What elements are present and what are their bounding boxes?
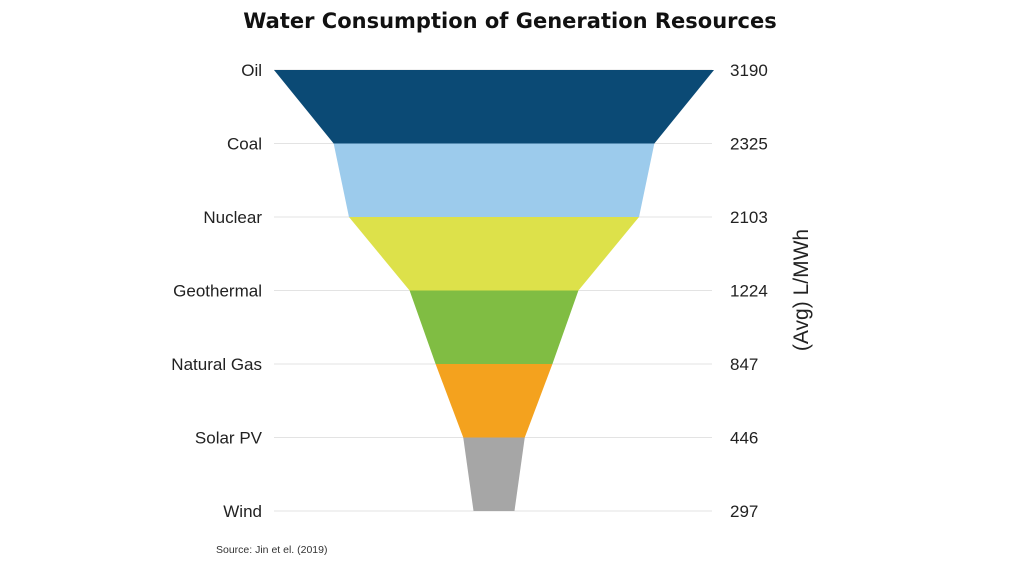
category-label: Nuclear <box>203 208 262 227</box>
value-label: 297 <box>730 502 758 521</box>
category-label: Wind <box>223 502 262 521</box>
funnel-band-oil <box>274 70 714 144</box>
funnel-band-geothermal <box>409 290 579 364</box>
category-label: Geothermal <box>173 282 262 301</box>
category-labels: Oil Coal Nuclear Geothermal Natural Gas Solar… <box>171 61 262 521</box>
source-note: Source: Jin et el. (2019) <box>216 544 327 556</box>
value-label: 847 <box>730 355 758 374</box>
funnel-bands <box>274 70 714 511</box>
funnel-band-nuclear <box>348 217 640 291</box>
value-label: 446 <box>730 429 758 448</box>
value-labels: 3190 2325 2103 1224 847 446 297 <box>730 61 768 521</box>
category-label: Oil <box>241 61 262 80</box>
category-label: Natural Gas <box>171 355 262 374</box>
funnel-band-coal <box>333 143 655 217</box>
category-label: Solar PV <box>195 429 263 448</box>
funnel-band-natural-gas <box>435 364 553 438</box>
funnel-band-solar-pv <box>463 437 525 511</box>
value-label: 1224 <box>730 282 768 301</box>
chart-title: Water Consumption of Generation Resource… <box>243 9 776 33</box>
value-label: 3190 <box>730 61 768 80</box>
value-label: 2103 <box>730 208 768 227</box>
unit-axis-label: (Avg) L/MWh <box>790 229 813 351</box>
category-label: Coal <box>227 135 262 154</box>
value-label: 2325 <box>730 135 768 154</box>
